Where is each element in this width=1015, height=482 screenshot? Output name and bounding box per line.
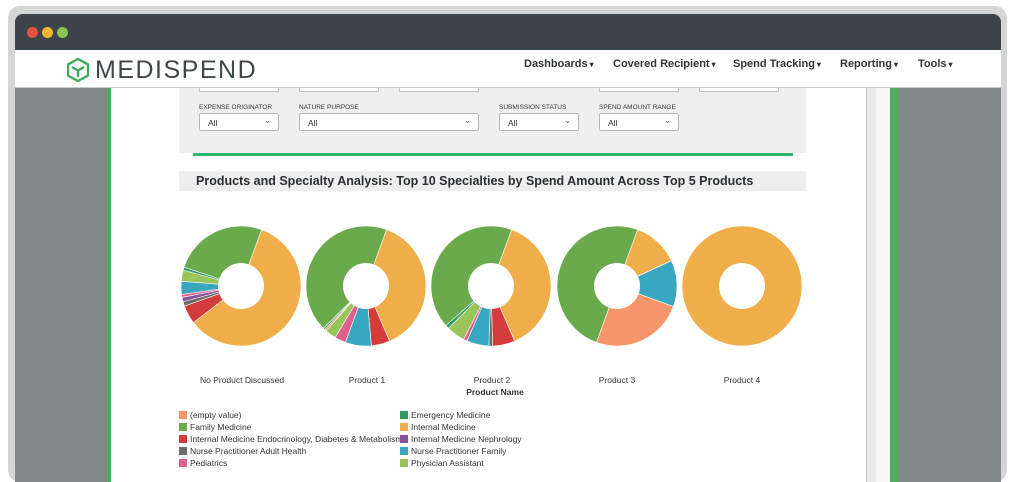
nav-tools-label: Tools [918,58,947,70]
submission-status-select[interactable]: All ⌄ [499,113,579,131]
legend-label: Pediatrics [190,458,228,468]
window-titlebar [15,14,1001,50]
legend-label: Family Medicine [190,422,252,432]
legend-item-empty-value[interactable]: (empty value) [179,410,242,420]
legend-swatch [179,447,187,455]
filter-select-above-2[interactable] [299,88,379,92]
pie-label-product-4: Product 4 [723,375,761,385]
filter-select-above-3[interactable] [399,88,479,92]
legend-item-nurse-practitioner-adult-health[interactable]: Nurse Practitioner Adult Health [179,446,306,456]
background-left [15,88,108,482]
submission-status-label: SUBMISSION STATUS [499,104,567,111]
nav-covered-recipient[interactable]: Covered Recipient ▾ [613,58,716,70]
nav-dashboards[interactable]: Dashboards ▾ [524,58,594,70]
legend-swatch [179,459,187,467]
pie-label-no-product: No Product Discussed [199,375,285,385]
chart-title: Products and Specialty Analysis: Top 10 … [179,171,806,191]
scrollbar-track [876,88,890,482]
submission-status-value: All [508,118,518,128]
chevron-down-icon: ⌄ [264,116,271,125]
legend-swatch [179,411,187,419]
legend-label: Nurse Practitioner Adult Health [190,446,307,456]
legend-label: Internal Medicine [411,422,476,432]
legend-swatch [400,423,408,431]
chevron-down-icon: ⌄ [464,116,471,125]
legend-swatch [400,411,408,419]
legend-item-physician-assistant[interactable]: Physician Assistant [400,458,484,468]
legend-swatch [400,447,408,455]
filter-select-above-1[interactable] [199,88,279,92]
legend-label: Internal Medicine Nephrology [411,434,522,444]
legend-item-nurse-practitioner-family[interactable]: Nurse Practitioner Family [400,446,506,456]
caret-down-icon: ▾ [816,60,821,69]
legend-label: (empty value) [190,410,242,420]
background-right [898,88,1001,482]
nav-dashboards-label: Dashboards [524,58,588,70]
legend-label: Physician Assistant [411,458,484,468]
legend-swatch [400,435,408,443]
caret-down-icon: ▾ [589,60,594,69]
panel-border-left [107,88,111,482]
legend-item-internal-medicine-endocrinology-diabetes-metabolism[interactable]: Internal Medicine Endocrinology, Diabete… [179,434,402,444]
nav-covered-recipient-label: Covered Recipient [613,58,710,70]
minimize-window-button[interactable] [42,27,53,38]
top-navbar: MEDISPEND Dashboards ▾ Covered Recipient ▾… [15,50,1001,88]
chevron-down-icon: ⌄ [564,116,571,125]
legend-item-emergency-medicine[interactable]: Emergency Medicine [400,410,490,420]
filter-select-above-5[interactable] [699,88,779,92]
legend-item-internal-medicine[interactable]: Internal Medicine [400,422,476,432]
pie-label-product-2: Product 2 [473,375,511,385]
spend-amount-range-label: SPEND AMOUNT RANGE [599,104,676,111]
nav-spend-tracking[interactable]: Spend Tracking ▾ [733,58,821,70]
medispend-logo-icon [67,58,89,82]
maximize-window-button[interactable] [57,27,68,38]
legend-label: Emergency Medicine [411,410,491,420]
pie-label-product-3: Product 3 [598,375,636,385]
nav-reporting[interactable]: Reporting ▾ [840,58,898,70]
legend-swatch [400,459,408,467]
pie-label-product-1: Product 1 [348,375,386,385]
caret-down-icon: ▾ [893,60,898,69]
expense-originator-select[interactable]: All ⌄ [199,113,279,131]
expense-originator-value: All [208,118,218,128]
filter-select-above-4[interactable] [599,88,679,92]
legend-swatch [179,423,187,431]
panel-border-right [890,88,898,482]
medispend-logo[interactable]: MEDISPEND [67,55,258,84]
nature-purpose-value: All [308,118,318,128]
legend-label: Internal Medicine Endocrinology, Diabete… [190,434,403,444]
vertical-scrollbar[interactable] [866,88,876,482]
logo-text: MEDISPEND [95,55,258,84]
filter-bar: EXPENSE ORIGINATOR All ⌄ NATURE PURPOSE A… [179,88,806,153]
legend-item-family-medicine[interactable]: Family Medicine [179,422,251,432]
caret-down-icon: ▾ [948,60,953,69]
legend-item-internal-medicine-nephrology[interactable]: Internal Medicine Nephrology [400,434,522,444]
nature-purpose-label: NATURE PURPOSE [299,104,359,111]
close-window-button[interactable] [27,27,38,38]
legend-item-pediatrics[interactable]: Pediatrics [179,458,227,468]
caret-down-icon: ▾ [711,60,716,69]
section-divider [193,153,793,156]
nav-reporting-label: Reporting [840,58,892,70]
spend-amount-range-select[interactable]: All ⌄ [599,113,679,131]
legend-swatch [179,435,187,443]
chevron-down-icon: ⌄ [664,116,671,125]
expense-originator-label: EXPENSE ORIGINATOR [199,104,273,111]
nature-purpose-select[interactable]: All ⌄ [299,113,479,131]
x-axis-title: Product Name [466,387,524,397]
nav-spend-tracking-label: Spend Tracking [733,58,815,70]
spend-amount-range-value: All [608,118,618,128]
legend-label: Nurse Practitioner Family [411,446,507,456]
nav-tools[interactable]: Tools ▾ [918,58,953,70]
